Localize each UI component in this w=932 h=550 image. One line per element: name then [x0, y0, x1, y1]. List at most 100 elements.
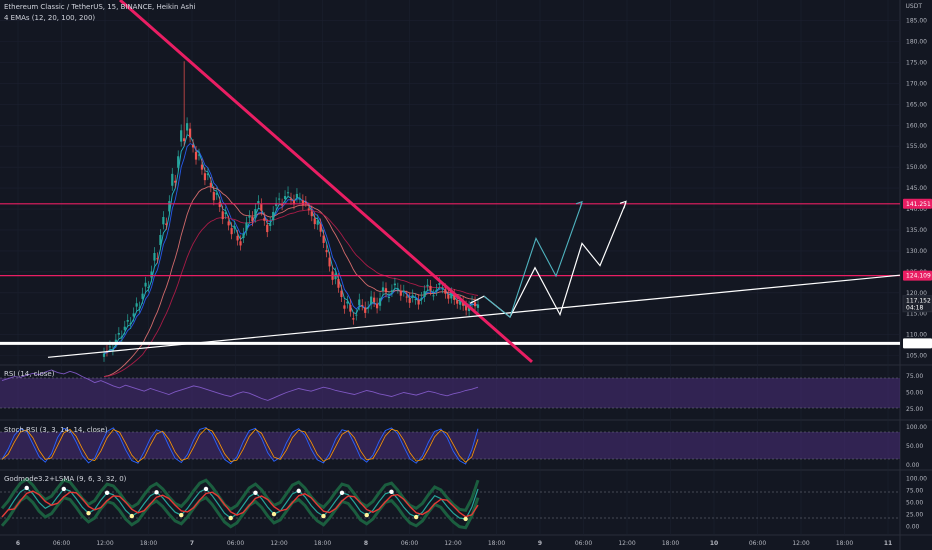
candle-body [194, 151, 198, 160]
candle-body [467, 306, 471, 312]
candle-body [138, 307, 141, 309]
godmode-legend[interactable]: Godmode3.2+LSMA (9, 6, 3, 32, 0) [4, 475, 127, 483]
price-axis[interactable]: 105.00110.00115.00120.00125.00130.00135.… [906, 18, 927, 531]
ema-legend[interactable]: 4 EMAs (12, 20, 100, 200) [4, 14, 96, 22]
ema-line [103, 186, 479, 378]
candle-body [390, 290, 394, 292]
candle-body [453, 294, 456, 300]
price-tick-label: 180.00 [906, 39, 927, 46]
candle-body [396, 288, 399, 290]
candle-body [429, 285, 432, 291]
candle-body [144, 282, 147, 287]
candle-body [408, 298, 411, 303]
candle-body [447, 294, 450, 299]
rsi-pane[interactable] [0, 369, 900, 409]
candle-body [266, 224, 269, 233]
price-tick-label: 105.00 [906, 353, 927, 360]
candle-body [307, 208, 310, 210]
time-tick-label: 7 [190, 540, 194, 547]
candle-body [435, 289, 438, 291]
price-badge [903, 270, 932, 281]
time-tick-label: 11 [884, 540, 892, 547]
time-tick-label: 12:00 [270, 540, 287, 547]
godmode-pane[interactable] [0, 477, 900, 530]
godmode-signal-dot [203, 486, 209, 492]
candle-body [334, 273, 337, 280]
godmode-signal-dot [271, 511, 277, 517]
time-tick-label: 18:00 [140, 540, 157, 547]
ascending-trendline [47, 274, 901, 358]
candle-body [328, 257, 331, 267]
price-tick-label: 160.00 [906, 122, 927, 129]
godmode-signal-dot [321, 513, 326, 519]
candle-body [269, 223, 272, 226]
candle-body [111, 349, 115, 351]
candle-body [191, 144, 195, 148]
candle-body [304, 201, 307, 203]
candle-body [218, 202, 221, 207]
candle-body [364, 307, 367, 313]
candle-body [260, 204, 263, 211]
candle-body [352, 318, 355, 320]
candle-body [197, 154, 201, 156]
price-pane[interactable] [0, 0, 901, 378]
candle-body [295, 193, 299, 198]
candle-body [426, 284, 429, 287]
candle-body [123, 326, 126, 330]
godmode-signal-dot [364, 512, 369, 518]
osc-tick-label: 0.00 [906, 524, 920, 531]
candle-body [168, 201, 171, 212]
arrowhead-white [619, 200, 627, 209]
candle-body [200, 164, 204, 170]
candle-body [337, 278, 340, 288]
candle-body [221, 211, 224, 220]
candle-body [203, 173, 207, 181]
candle-body [310, 211, 313, 217]
price-badge-text: 141.251 [906, 201, 931, 208]
candle-body [177, 156, 180, 168]
candle-body [417, 300, 420, 305]
time-tick-label: 18:00 [836, 540, 853, 547]
drawings[interactable] [0, 0, 901, 364]
candle-body [423, 291, 426, 297]
candle-body [283, 196, 287, 199]
candle-body [132, 313, 135, 317]
candle-body [242, 233, 245, 238]
osc-tick-label: 50.00 [906, 500, 923, 507]
candle-body [441, 288, 444, 290]
price-badge-text: 124.109 [906, 273, 931, 280]
osc-tick-label: 25.00 [906, 406, 923, 413]
time-tick-label: 18:00 [488, 540, 505, 547]
price-tick-label: 120.00 [906, 290, 927, 297]
godmode-signal-dot [463, 516, 468, 522]
stoch-legend[interactable]: Stoch RSI (3, 3, 14, 14, close) [4, 426, 108, 434]
candles [102, 61, 480, 362]
symbol-legend[interactable]: Ethereum Classic / TetherUS, 15, BINANCE… [4, 3, 196, 11]
price-badge [903, 198, 932, 209]
time-tick-label: 18:00 [314, 540, 331, 547]
forecast-path-teal [483, 202, 583, 319]
last-price-badge [902, 295, 932, 313]
time-axis[interactable]: 6 06:00 12:00 18:00 7 06:00 12:00 18:00 8 06:00 12… [16, 540, 892, 547]
price-badge [903, 338, 932, 349]
godmode-signal-dot [154, 490, 159, 495]
candle-body [349, 304, 352, 312]
candle-body [141, 293, 144, 299]
candle-body [188, 128, 192, 138]
currency-label: USDT [905, 3, 923, 10]
time-tick-label: 18:00 [662, 540, 679, 547]
stoch-d-line [1, 428, 479, 463]
time-tick-label: 06:00 [53, 540, 70, 547]
osc-tick-label: 50.00 [906, 443, 923, 450]
rsi-legend[interactable]: RSI (14, close) [4, 370, 55, 378]
candle-body [313, 218, 316, 225]
last-price-text: 117.152 [906, 298, 931, 305]
stoch-lines [1, 426, 479, 465]
stoch-pane[interactable] [0, 426, 900, 465]
forecast-path-white [469, 202, 627, 319]
candle-body [180, 130, 183, 142]
candle-body [420, 297, 423, 300]
candle-body [153, 253, 156, 261]
price-tick-label: 130.00 [906, 248, 927, 255]
